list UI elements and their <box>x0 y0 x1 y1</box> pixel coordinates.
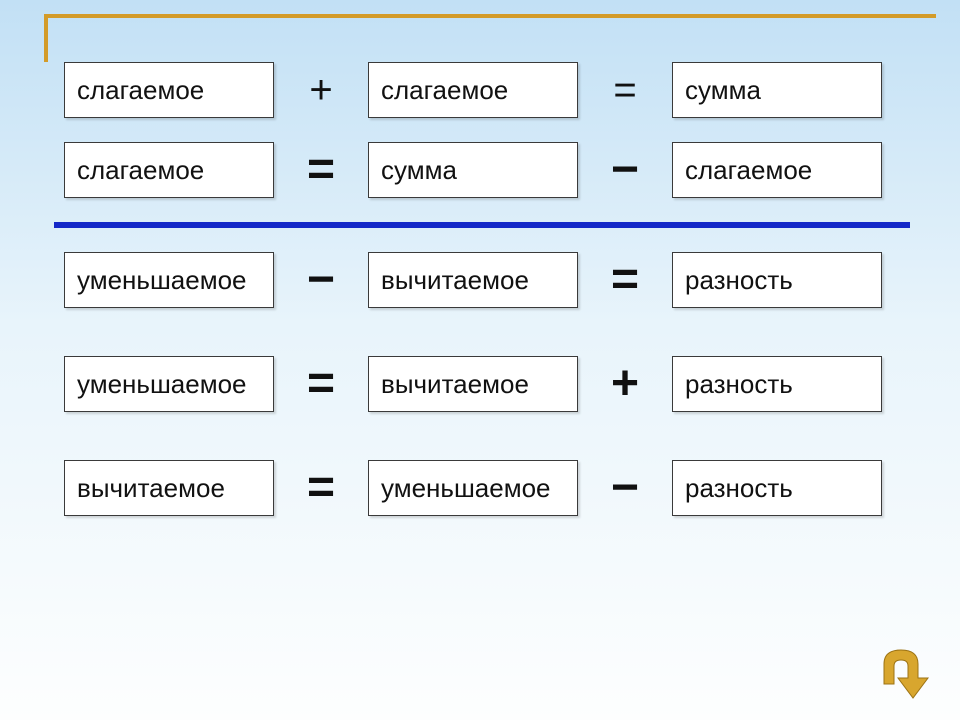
term-box: вычитаемое <box>368 252 578 308</box>
term-box: уменьшаемое <box>64 356 274 412</box>
section-divider <box>54 222 910 228</box>
term-box: вычитаемое <box>368 356 578 412</box>
term-box: сумма <box>672 62 882 118</box>
term-box: разность <box>672 356 882 412</box>
term-box: слагаемое <box>64 62 274 118</box>
u-turn-arrow-icon <box>866 644 936 702</box>
section-addition: слагаемое + слагаемое = сумма слагаемое … <box>60 62 900 198</box>
term-box: слагаемое <box>64 142 274 198</box>
operator-equals: = <box>307 360 335 408</box>
operator-equals: = <box>613 70 636 110</box>
back-button[interactable] <box>866 644 936 702</box>
operator-plus: + <box>309 70 332 110</box>
operator-equals: = <box>307 146 335 194</box>
equation-row: уменьшаемое = вычитаемое + разность <box>60 356 900 412</box>
operator-minus: − <box>611 464 639 512</box>
operator-minus: − <box>307 256 335 304</box>
term-box: уменьшаемое <box>368 460 578 516</box>
operator-equals: = <box>307 464 335 512</box>
term-box: слагаемое <box>672 142 882 198</box>
term-box: слагаемое <box>368 62 578 118</box>
term-box: разность <box>672 252 882 308</box>
operator-plus: + <box>611 360 639 408</box>
term-box: вычитаемое <box>64 460 274 516</box>
diagram-content: слагаемое + слагаемое = сумма слагаемое … <box>60 62 900 564</box>
equation-row: вычитаемое = уменьшаемое − разность <box>60 460 900 516</box>
section-subtraction: уменьшаемое − вычитаемое = разность умен… <box>60 252 900 516</box>
equation-row: слагаемое = сумма − слагаемое <box>60 142 900 198</box>
frame-corner-horizontal <box>44 14 936 18</box>
term-box: разность <box>672 460 882 516</box>
frame-corner-vertical <box>44 14 48 62</box>
equation-row: уменьшаемое − вычитаемое = разность <box>60 252 900 308</box>
term-box: сумма <box>368 142 578 198</box>
operator-equals: = <box>611 256 639 304</box>
operator-minus: − <box>611 146 639 194</box>
term-box: уменьшаемое <box>64 252 274 308</box>
equation-row: слагаемое + слагаемое = сумма <box>60 62 900 118</box>
